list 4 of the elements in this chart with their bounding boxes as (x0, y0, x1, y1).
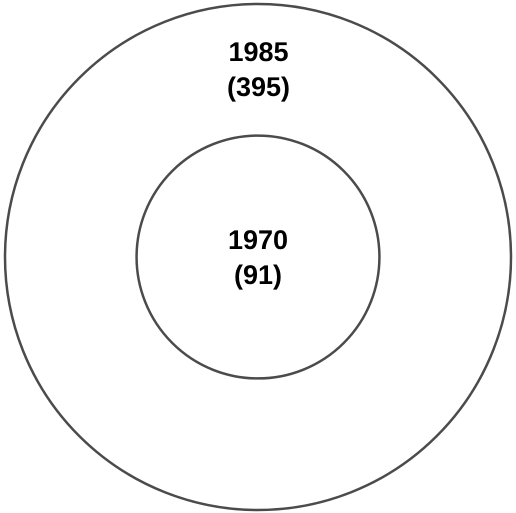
category-label: 1970 (228, 225, 288, 255)
data-label: (91) (234, 260, 282, 290)
data-label: (395) (227, 72, 290, 102)
category-label: 1985 (228, 37, 289, 67)
